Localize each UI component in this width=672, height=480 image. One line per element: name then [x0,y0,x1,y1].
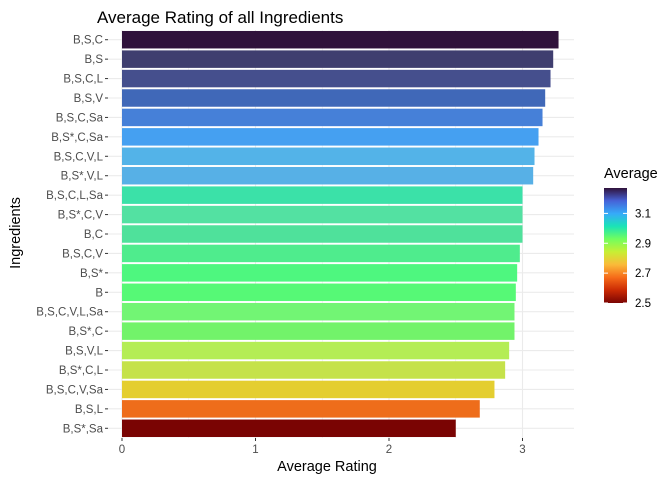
bar [122,89,546,107]
bar [122,166,534,185]
legend: Average 3.1 2.9 2.7 2.5 [604,166,658,310]
bar [122,244,520,263]
y-tick-label: B,S*,C,V [58,210,104,222]
bar [122,108,543,127]
legend-colorbar [604,188,627,303]
y-tick-label: B,S*,C,L [59,365,104,377]
y-tick-label: B,S,C,V,L [54,151,104,163]
bar [122,400,480,418]
bar [122,322,515,340]
bar [122,69,551,88]
bar [122,30,559,49]
bar [122,50,554,68]
y-tick-label: B,S,C,L [63,74,103,86]
legend-tick-label: 3.1 [635,208,651,220]
y-tick-label: B,S [84,54,103,66]
bar [122,361,506,379]
bar [122,380,495,399]
y-tick-label: B,S,C,L,Sa [46,190,103,202]
bar [122,419,456,438]
legend-title: Average [604,166,658,182]
bar [122,283,516,302]
legend-tick-label: 2.5 [635,298,651,310]
bar [122,147,535,166]
x-tick-label: 0 [119,444,125,456]
bar [122,128,539,146]
y-tick-label: B,S*,Sa [63,423,104,435]
y-tick-label: B,S,C,V [62,248,103,260]
x-tick-label: 3 [519,444,525,456]
bar [122,264,518,282]
x-tick-label: 1 [252,444,258,456]
y-tick-label: B,S,C,Sa [56,112,104,124]
x-axis-label: Average Rating [277,459,377,475]
y-tick-label: B,S,C,V,Sa [46,384,104,396]
bar [122,186,523,204]
chart-title: Average Rating of all Ingredients [97,8,343,27]
plot-area: B,S,C B,S B,S,C,L B,S,V B,S,C,Sa B,S*,C,Sa B,S… [36,30,574,456]
y-tick-label: B,C [84,229,103,241]
y-tick-label: B,S*,V,L [61,171,104,183]
y-tick-label: B,S* [80,268,104,280]
bar [122,225,523,243]
x-tick-label: 2 [386,444,392,456]
y-tick-label: B,S,V [74,93,104,105]
y-axis-label: Ingredients [8,197,24,269]
legend-tick-label: 2.7 [635,268,651,280]
y-tick-label: B,S,V,L [65,346,104,358]
bar [122,302,515,321]
bar [122,341,510,360]
y-tick-label: B,S,C,V,L,Sa [36,307,103,319]
y-tick-label: B [95,287,103,299]
y-tick-label: B,S*,C [68,326,103,338]
bar [122,205,523,224]
y-tick-label: B,S,C [73,35,103,47]
y-tick-label: B,S,L [75,404,104,416]
legend-tick-label: 2.9 [635,238,651,250]
y-tick-label: B,S*,C,Sa [51,132,103,144]
